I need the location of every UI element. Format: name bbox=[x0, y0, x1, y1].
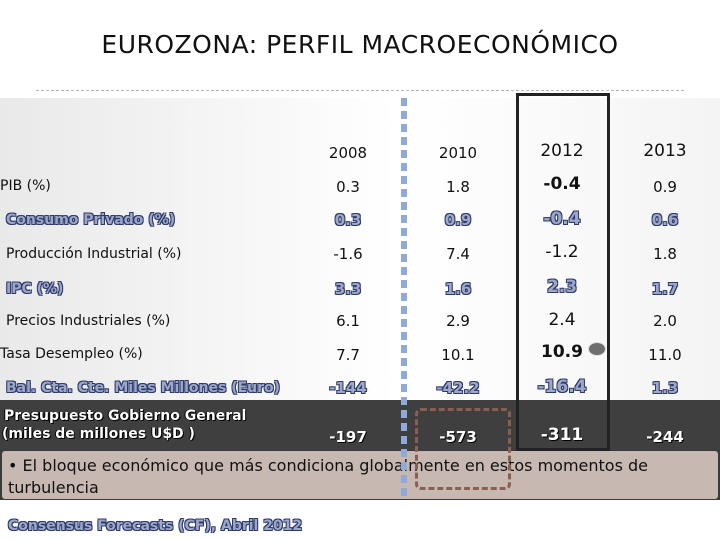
source-caption: Consensus Forecasts (CF), Abril 2012 bbox=[8, 518, 303, 534]
cell-desempleo-2008: 7.7 bbox=[336, 346, 360, 364]
cell-presupuesto-2013: -244 bbox=[646, 428, 684, 446]
cell-balanza-2010: -42.2 bbox=[436, 379, 480, 397]
highlight-dot-icon bbox=[588, 342, 606, 356]
cell-consumo-2012: -0.4 bbox=[543, 209, 581, 229]
row-label-ipc: IPC (%) bbox=[6, 281, 64, 297]
cell-balanza-2013: 1.3 bbox=[651, 379, 679, 397]
cell-produccion-2012: -1.2 bbox=[545, 242, 579, 262]
row-label-tasa-desempleo: Tasa Desempleo (%) bbox=[0, 346, 143, 362]
cell-precios-2012: 2.4 bbox=[548, 310, 576, 330]
cell-ipc-2012: 2.3 bbox=[546, 277, 578, 297]
budget-band bbox=[0, 400, 720, 450]
dashed-divider bbox=[401, 98, 407, 498]
title-divider bbox=[36, 90, 684, 91]
cell-precios-2013: 2.0 bbox=[653, 312, 677, 330]
cell-pib-2012: -0.4 bbox=[543, 174, 581, 194]
year-header-2010: 2010 bbox=[438, 144, 478, 162]
row-label-presupuesto-line1: Presupuesto Gobierno General bbox=[4, 408, 247, 424]
cell-consumo-2013: 0.6 bbox=[651, 211, 679, 229]
cell-produccion-2008: -1.6 bbox=[333, 245, 363, 263]
row-label-consumo-privado: Consumo Privado (%) bbox=[6, 212, 176, 228]
row-label-balanza-cuenta-corriente: Bal. Cta. Cte. Miles Millones (Euro) bbox=[6, 380, 281, 396]
dashed-frame-2010 bbox=[415, 408, 511, 490]
cell-precios-2008: 6.1 bbox=[336, 312, 360, 330]
cell-presupuesto-2010: -573 bbox=[439, 428, 477, 446]
cell-ipc-2013: 1.7 bbox=[651, 280, 679, 298]
highlight-frame-2012 bbox=[516, 93, 610, 451]
cell-pib-2013: 0.9 bbox=[653, 178, 677, 196]
year-header-2008: 2008 bbox=[328, 144, 368, 162]
cell-balanza-2008: -144 bbox=[329, 379, 367, 397]
cell-consumo-2008: 0.3 bbox=[334, 211, 362, 229]
page-title: EUROZONA: PERFIL MACROECONÓMICO bbox=[101, 30, 619, 59]
row-label-pib: PIB (%) bbox=[0, 178, 51, 194]
row-label-presupuesto-line2: (miles de millones U$D ) bbox=[2, 426, 195, 442]
year-header-2012: 2012 bbox=[540, 141, 584, 161]
cell-presupuesto-2012: -311 bbox=[540, 425, 584, 445]
cell-presupuesto-2008: -197 bbox=[329, 428, 367, 446]
cell-produccion-2010: 7.4 bbox=[446, 245, 470, 263]
row-label-precios-industriales: Precios Industriales (%) bbox=[6, 313, 171, 329]
cell-consumo-2010: 0.9 bbox=[444, 211, 472, 229]
row-label-produccion-industrial: Producción Industrial (%) bbox=[6, 246, 182, 262]
cell-ipc-2008: 3.3 bbox=[334, 280, 362, 298]
cell-produccion-2013: 1.8 bbox=[653, 245, 677, 263]
cell-ipc-2010: 1.6 bbox=[444, 280, 472, 298]
cell-desempleo-2010: 10.1 bbox=[441, 346, 475, 364]
note-callout: • El bloque económico que más condiciona… bbox=[2, 451, 718, 499]
year-header-2013: 2013 bbox=[643, 141, 687, 161]
cell-pib-2008: 0.3 bbox=[336, 178, 360, 196]
cell-balanza-2012: -16.4 bbox=[537, 377, 587, 397]
cell-desempleo-2013: 11.0 bbox=[648, 346, 682, 364]
cell-desempleo-2012: 10.9 bbox=[541, 342, 583, 362]
cell-pib-2010: 1.8 bbox=[446, 178, 470, 196]
cell-precios-2010: 2.9 bbox=[446, 312, 470, 330]
